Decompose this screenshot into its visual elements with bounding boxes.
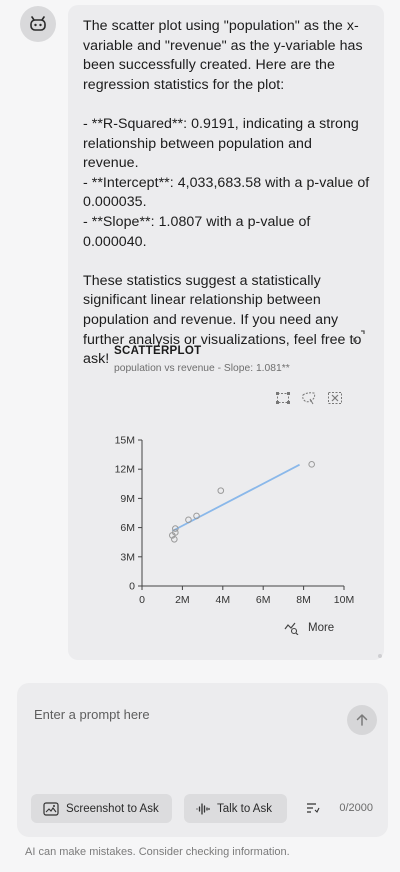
character-counter: 0/2000 [339,802,373,814]
disclaimer-text: AI can make mistakes. Consider checking … [25,846,290,858]
x-tick-label: 4M [216,594,231,606]
chart-title: SCATTERPLOT [114,345,202,357]
y-tick-label: 6M [120,522,135,534]
assistant-message-bubble: The scatter plot using "population" as t… [68,5,384,660]
scatter-point [172,529,179,536]
more-button[interactable]: More [284,621,334,635]
clear-selection-icon[interactable] [327,391,343,405]
talk-to-ask-button[interactable]: Talk to Ask [184,794,287,823]
y-tick-label: 12M [115,464,135,476]
lasso-icon[interactable] [301,391,317,405]
arrow-up-icon [356,714,368,726]
scatter-point [308,461,315,468]
regression-line [171,463,300,532]
scatterplot-plot-area[interactable]: 0 3M 6M 9M 12M 15M 0 2M 4M 6M 8M 10M [112,421,384,621]
assistant-avatar [20,6,56,42]
x-tick-label: 0 [139,594,145,606]
scatter-point [171,535,178,543]
scatter-point [185,516,192,524]
assistant-message-text: The scatter plot using "population" as t… [83,18,370,368]
screenshot-label: Screenshot to Ask [66,802,159,815]
robot-icon [30,16,46,31]
y-tick-label: 15M [115,435,135,447]
x-tick-label: 8M [296,594,311,606]
talk-label: Talk to Ask [217,802,272,815]
scroll-indicator [378,654,382,658]
prompt-input[interactable] [34,707,334,722]
scatter-point [172,525,179,532]
x-tick-label: 2M [175,594,190,606]
format-icon[interactable] [306,801,320,815]
expand-icon[interactable] [352,329,366,343]
more-label: More [308,622,335,634]
scatter-point [193,512,200,520]
select-box-icon[interactable] [275,391,291,405]
audio-wave-icon [196,802,210,815]
prompt-composer: Screenshot to Ask Talk to Ask 0/2000 [17,683,388,837]
y-tick-label: 0 [129,581,135,593]
screenshot-to-ask-button[interactable]: Screenshot to Ask [31,794,172,823]
scatterplot-card: SCATTERPLOT population vs revenue - Slop… [112,323,384,660]
chart-toolbar [275,391,343,405]
scatter-point [217,487,225,494]
screenshot-icon [43,801,59,816]
analyze-icon [284,622,299,635]
x-tick-label: 10M [334,594,354,606]
send-button[interactable] [347,705,377,735]
y-tick-label: 3M [120,551,135,563]
chart-subtitle: population vs revenue - Slope: 1.081** [114,363,290,374]
x-tick-label: 6M [256,594,271,606]
y-tick-label: 9M [120,493,135,505]
